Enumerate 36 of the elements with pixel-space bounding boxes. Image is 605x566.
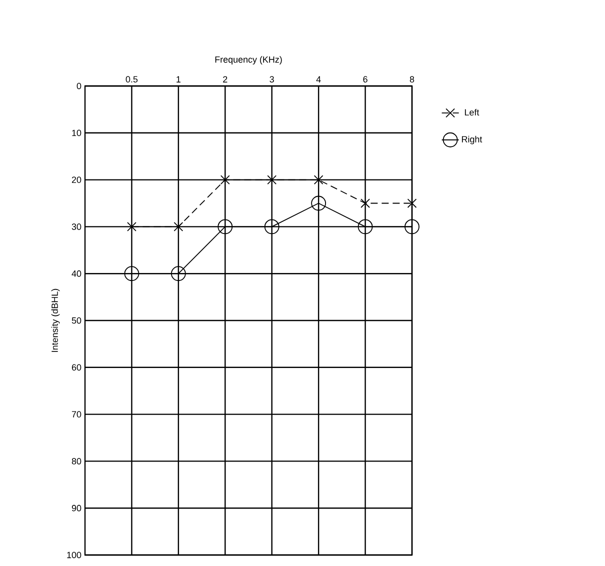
x-tick-label: 3 [270, 76, 274, 82]
legend-label: Left [464, 108, 480, 116]
point [404, 219, 420, 234]
point [407, 198, 417, 208]
point [170, 266, 186, 282]
y-tick-label: 60 [72, 364, 82, 371]
y-tick-label: 0 [76, 82, 82, 90]
y-tick-label: 90 [72, 504, 82, 512]
point [218, 219, 233, 234]
x-tick-label: 8 [410, 76, 414, 82]
y-tick-label: 20 [72, 176, 82, 183]
point [264, 219, 280, 234]
point [311, 196, 326, 211]
point [174, 222, 184, 232]
y-tick-label: 40 [72, 270, 82, 277]
point [314, 175, 324, 184]
x-tick-label: 2 [223, 76, 228, 82]
y-tick-label: 80 [72, 458, 82, 464]
y-tick-label: 70 [72, 411, 82, 418]
y-tick-label: 10 [72, 130, 82, 136]
y-tick-label: 100 [67, 552, 82, 558]
legend-label: Right [462, 136, 482, 144]
point [124, 266, 140, 282]
point [360, 198, 370, 208]
x-tick-label: 4 [316, 76, 321, 82]
point [267, 175, 277, 184]
y-tick-label: 50 [72, 317, 82, 324]
x-tick-label: 6 [363, 76, 368, 82]
point [127, 222, 136, 232]
x-axis-title: Frequency (KHz) [215, 56, 282, 64]
y-tick-label: 30 [72, 224, 82, 230]
x-tick-label: 0.5 [126, 76, 138, 82]
x-tick-label: 1 [176, 76, 180, 82]
point [358, 219, 373, 234]
y-axis-title: Intensity (dBHL) [51, 288, 60, 352]
point [220, 175, 230, 184]
